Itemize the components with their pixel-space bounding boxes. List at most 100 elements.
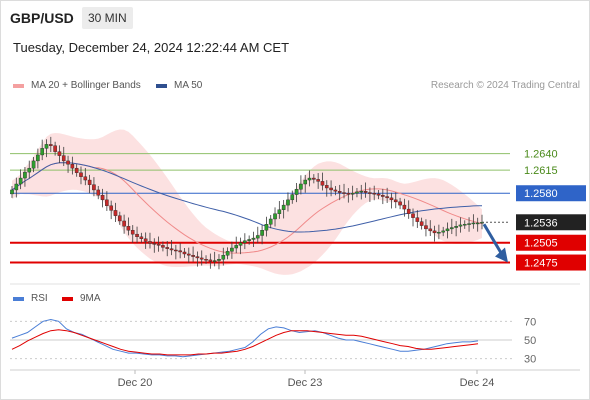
candle-body bbox=[105, 199, 109, 206]
candle-body bbox=[247, 239, 251, 241]
candle-body bbox=[415, 217, 420, 222]
candle-body bbox=[130, 229, 135, 235]
copyright-text: Research © 2024 Trading Central bbox=[430, 80, 580, 91]
candle-body bbox=[152, 243, 157, 245]
candle-body bbox=[57, 151, 62, 156]
candle-body bbox=[462, 224, 467, 226]
legend-9ma-label: 9MA bbox=[80, 293, 101, 304]
x-label-dec-20: Dec 20 bbox=[118, 377, 153, 389]
candle-body bbox=[143, 238, 148, 242]
price-panel: 1.2640 1.2615 1.2580 1.2505 1.2475 1.2536 bbox=[10, 129, 586, 285]
candle-body bbox=[398, 201, 402, 206]
candle-body bbox=[316, 179, 320, 182]
candle-body bbox=[393, 199, 398, 203]
candle-body bbox=[458, 224, 463, 227]
candle-body bbox=[14, 183, 19, 191]
candle-body bbox=[225, 251, 230, 256]
candle-body bbox=[320, 181, 325, 186]
level-label-1.2536: 1.2536 bbox=[524, 217, 558, 229]
candle-body bbox=[174, 249, 178, 252]
candle-body bbox=[441, 230, 445, 233]
candle-body bbox=[467, 223, 471, 225]
candle-body bbox=[303, 179, 308, 185]
candle-body bbox=[186, 253, 191, 256]
legend-ma20: MA 20 + Bollinger Bands bbox=[13, 80, 141, 91]
candle-body bbox=[312, 177, 316, 180]
candle-body bbox=[471, 222, 476, 225]
candle-body bbox=[419, 221, 424, 226]
candle-body bbox=[299, 183, 303, 190]
legend-rsi: RSI bbox=[13, 293, 48, 304]
candle-body bbox=[372, 193, 377, 195]
level-label-1.2580: 1.2580 bbox=[524, 188, 558, 200]
candle-body bbox=[376, 193, 381, 196]
candle-body bbox=[135, 233, 139, 238]
candle-body bbox=[49, 144, 53, 146]
candle-body bbox=[208, 259, 213, 262]
candle-body bbox=[74, 167, 79, 173]
candle-body bbox=[122, 220, 126, 227]
candle-body bbox=[243, 240, 247, 243]
candle-body bbox=[204, 259, 208, 261]
x-label-dec-24: Dec 24 bbox=[460, 377, 495, 389]
timeframe-badge[interactable]: 30 MIN bbox=[82, 7, 133, 29]
candle-body bbox=[350, 193, 355, 195]
candle-body bbox=[281, 204, 286, 210]
candle-body bbox=[342, 192, 346, 194]
candle-body bbox=[385, 196, 389, 199]
candle-body bbox=[70, 163, 75, 169]
level-label-1.2640: 1.2640 bbox=[524, 149, 558, 161]
candle-body bbox=[432, 230, 437, 234]
candle-body bbox=[475, 222, 480, 225]
candle-body bbox=[238, 242, 243, 246]
candle-body bbox=[273, 213, 277, 220]
legend-ma50: MA 50 bbox=[156, 80, 202, 91]
legend-ma50-swatch bbox=[156, 83, 167, 88]
candle-body bbox=[333, 189, 338, 192]
candle-body bbox=[31, 160, 36, 169]
candle-body bbox=[255, 235, 260, 239]
candle-body bbox=[10, 189, 14, 195]
candle-body bbox=[61, 155, 66, 162]
level-label-1.2615: 1.2615 bbox=[524, 165, 558, 177]
legend-rsi-swatch bbox=[13, 296, 24, 301]
candle-body bbox=[217, 259, 221, 261]
forecast-arrow-shaft bbox=[482, 223, 504, 256]
candle-body bbox=[178, 250, 182, 253]
legend-ma20-label: MA 20 + Bollinger Bands bbox=[31, 80, 141, 91]
candle-body bbox=[346, 193, 351, 195]
candle-body bbox=[66, 160, 70, 165]
symbol-title: GBP/USD bbox=[10, 10, 74, 26]
candle-body bbox=[454, 226, 458, 228]
rsi-tick-50: 50 bbox=[524, 335, 536, 347]
level-label-1.2505: 1.2505 bbox=[524, 238, 558, 250]
candle-body bbox=[359, 191, 364, 193]
rsi-tick-30: 30 bbox=[524, 354, 536, 366]
candle-body bbox=[169, 248, 174, 251]
candle-body bbox=[329, 187, 333, 191]
candle-body bbox=[381, 195, 385, 197]
candle-body bbox=[450, 227, 454, 230]
candle-body bbox=[324, 185, 329, 189]
rsi-9ma-line bbox=[11, 329, 479, 356]
candle-body bbox=[355, 191, 359, 194]
level-badge-1.2475 bbox=[516, 254, 586, 271]
candle-body bbox=[251, 237, 256, 240]
candle-body bbox=[234, 245, 239, 249]
x-axis: Dec 20 Dec 23 Dec 24 bbox=[10, 369, 580, 389]
legend-9ma-swatch bbox=[62, 296, 73, 301]
candle-body bbox=[212, 260, 217, 262]
candle-body bbox=[79, 172, 83, 177]
candle-body bbox=[100, 195, 105, 201]
candle-body bbox=[307, 177, 312, 181]
legend-rsi-label: RSI bbox=[31, 293, 48, 304]
candle-body bbox=[18, 177, 23, 185]
candle-body bbox=[191, 255, 195, 257]
candle-body bbox=[264, 224, 269, 231]
legend-9ma: 9MA bbox=[62, 293, 101, 304]
rsi-line bbox=[11, 318, 479, 358]
candle-body bbox=[445, 228, 450, 232]
chart-datetime: Tuesday, December 24, 2024 12:22:44 AM C… bbox=[13, 40, 290, 55]
candle-body bbox=[428, 228, 433, 232]
